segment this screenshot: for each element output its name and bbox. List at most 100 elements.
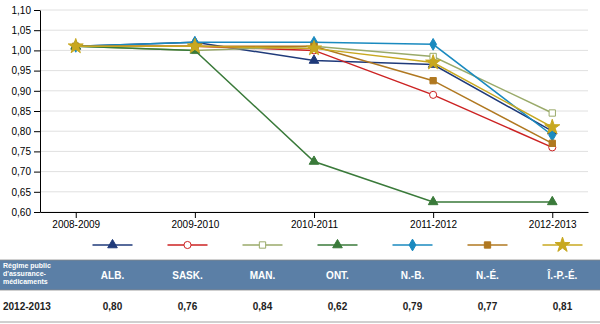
y-tick-label: 1,10 (12, 5, 32, 16)
y-tick: 0,65 (12, 187, 40, 198)
y-tick-mark (34, 10, 40, 11)
series-line (76, 42, 553, 131)
grid-line (40, 191, 588, 192)
x-axis: 2008-2009 2009-2010 2010-2011 2011-2012 2012… (41, 212, 589, 230)
legend-item (543, 237, 583, 251)
point (430, 78, 436, 84)
series (71, 37, 557, 134)
y-tick-mark (34, 91, 40, 92)
x-tick: 2010-2011 (291, 212, 339, 230)
table-value: 0,79 (403, 301, 423, 312)
point (309, 156, 319, 164)
y-tick: 0,85 (12, 106, 40, 117)
grid-line (40, 30, 588, 31)
series (71, 41, 557, 205)
y-tick-mark (34, 151, 40, 152)
x-tick: 2012-2013 (529, 212, 577, 230)
series (73, 43, 556, 146)
table-row-label: 2012-2013 (3, 301, 51, 312)
grid (40, 10, 588, 212)
grid-line (40, 131, 588, 132)
series (72, 43, 556, 151)
table-border (0, 322, 600, 323)
legend-marker (333, 239, 343, 247)
series-line (76, 46, 553, 202)
y-tick-label: 0,70 (12, 166, 32, 177)
x-tick: 2008-2009 (52, 212, 100, 230)
series-line (76, 46, 553, 127)
point (187, 38, 202, 52)
point (309, 55, 319, 63)
y-tick-label: 0,90 (12, 86, 32, 97)
table-value: 0,77 (478, 301, 498, 312)
x-tick-label: 2011-2012 (410, 219, 458, 230)
y-tick-mark (34, 50, 40, 51)
x-tick-label: 2010-2011 (291, 219, 339, 230)
legend-marker (184, 241, 191, 248)
legend-label: Î.-P.-É. (547, 269, 578, 281)
table-value: 0,84 (253, 301, 273, 312)
series-line (76, 46, 553, 113)
x-tick: 2009-2010 (171, 212, 219, 230)
y-tick: 0,95 (12, 65, 40, 76)
y-tick-mark (34, 71, 40, 72)
legend-label: MAN. (250, 270, 276, 281)
legend-item (243, 242, 283, 248)
y-tick: 1,00 (12, 45, 40, 56)
y-tick: 0,60 (12, 207, 40, 218)
y-tick-label: 0,75 (12, 146, 32, 157)
legend-marker (108, 239, 118, 247)
legend-marker (484, 242, 490, 248)
series (73, 43, 556, 116)
legend (93, 237, 583, 251)
legend-item (168, 241, 208, 248)
series (68, 38, 560, 133)
table-value: 0,80 (103, 301, 123, 312)
y-tick-label: 1,00 (12, 45, 32, 56)
legend-label: N.-B. (401, 270, 425, 281)
point (306, 40, 321, 54)
y-tick-mark (34, 30, 40, 31)
y-tick-label: 0,95 (12, 65, 32, 76)
grid-line (40, 10, 588, 11)
legend-label: SASK. (172, 270, 203, 281)
y-tick-mark (34, 131, 40, 132)
y-tick-label: 0,60 (12, 207, 32, 218)
point (549, 140, 555, 146)
y-tick-label: 0,85 (12, 106, 32, 117)
table-value: 0,62 (328, 301, 348, 312)
table-header-bg (0, 260, 600, 290)
x-tick-mark (195, 212, 196, 218)
grid-line (40, 151, 588, 152)
y-tick: 1,05 (12, 25, 40, 36)
grid-line (40, 171, 588, 172)
y-tick-mark (34, 111, 40, 112)
y-tick-label: 0,65 (12, 187, 32, 198)
legend-item (468, 242, 508, 248)
table: Régime publicd'assurance-médicaments ALB.… (0, 260, 600, 322)
y-tick-mark (34, 192, 40, 193)
plot-area (68, 36, 560, 204)
y-axis-line (40, 11, 41, 213)
x-tick-mark (552, 212, 553, 218)
legend-label: N.-É. (476, 269, 499, 281)
legend-label: ALB. (101, 270, 125, 281)
series-line (76, 42, 553, 135)
point (430, 91, 437, 98)
y-tick: 0,90 (12, 86, 40, 97)
y-tick-label: 0,80 (12, 126, 32, 137)
point (549, 110, 555, 116)
grid-line (40, 70, 588, 71)
grid-line (40, 111, 588, 112)
point (430, 38, 437, 50)
y-tick: 1,10 (12, 5, 40, 16)
y-tick: 0,70 (12, 166, 40, 177)
y-axis: 0,60 0,65 0,70 0,75 0,80 0,85 0,90 0,95 1,00 1,05… (12, 5, 41, 218)
chart: 0,60 0,65 0,70 0,75 0,80 0,85 0,90 0,95 1,00 1,05… (0, 0, 600, 324)
table-header-label: Régime publicd'assurance-médicaments (3, 262, 51, 285)
legend-item (318, 239, 358, 247)
x-tick-mark (314, 212, 315, 218)
point (428, 196, 438, 204)
table-border (0, 290, 600, 291)
point (426, 55, 441, 69)
